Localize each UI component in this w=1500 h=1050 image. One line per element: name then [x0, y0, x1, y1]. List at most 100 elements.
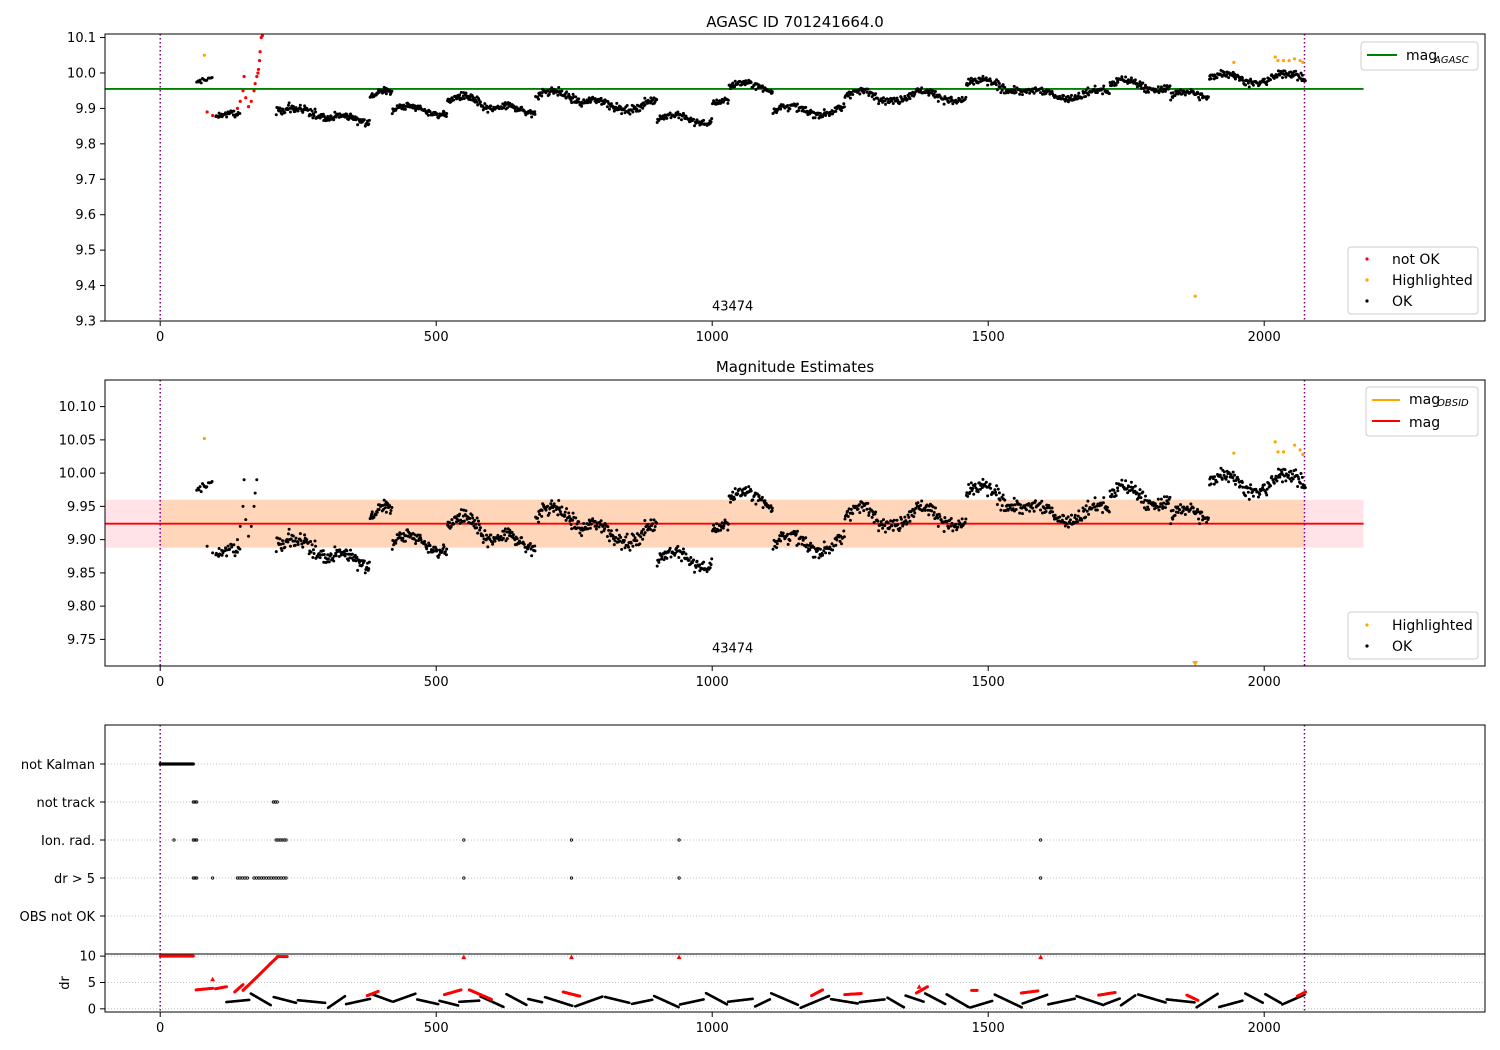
ok-point: [529, 547, 533, 551]
ok-point: [540, 508, 544, 512]
ok-point: [736, 492, 740, 496]
dr-point: [343, 994, 347, 998]
offscale-marker: [1192, 661, 1199, 667]
ok-point: [1222, 470, 1226, 474]
ok-point: [936, 524, 940, 528]
ok-point: [367, 560, 371, 564]
ok-point: [399, 532, 403, 536]
ok-point: [555, 89, 559, 93]
ok-point: [1162, 84, 1166, 88]
ok-point: [988, 482, 992, 486]
dr-point: [768, 998, 772, 1001]
ok-point: [503, 527, 507, 531]
dr-flagged-point: [916, 984, 922, 989]
ok-point: [927, 513, 931, 517]
ok-point: [629, 541, 633, 545]
ok-point: [375, 510, 379, 514]
ok-point: [1000, 88, 1004, 92]
ok-point: [557, 498, 561, 502]
ok-point: [1087, 512, 1091, 516]
ok-point: [468, 516, 472, 520]
ok-point: [537, 520, 541, 524]
ok-point: [719, 528, 723, 532]
x-tick-label: 1500: [972, 1021, 1005, 1036]
ok-point: [574, 95, 578, 99]
ok-point: [491, 542, 495, 546]
ok-point: [452, 98, 456, 102]
panel-2-legend-top: mag OBSID mag: [1365, 386, 1479, 437]
ok-point: [580, 534, 584, 538]
ok-point: [574, 516, 578, 520]
ok-point: [286, 532, 290, 536]
ok-point: [552, 91, 556, 95]
ok-point: [1095, 508, 1099, 512]
ok-point: [483, 102, 487, 106]
ok-point: [851, 512, 855, 516]
ok-point: [1102, 84, 1106, 88]
ok-point: [995, 503, 999, 507]
ok-point: [889, 96, 893, 100]
not-ok-point: [249, 99, 253, 103]
ok-point: [557, 86, 561, 90]
ok-point: [788, 107, 792, 111]
ok-point: [956, 525, 960, 529]
ok-point: [570, 527, 574, 531]
ok-point: [813, 555, 817, 559]
ok-point: [462, 91, 466, 95]
ok-point: [1289, 469, 1293, 473]
x-tick-label: 0: [156, 330, 164, 345]
ok-point: [1025, 90, 1029, 94]
highlighted-point: [1298, 448, 1302, 452]
ok-point: [533, 544, 537, 548]
ok-point: [249, 524, 253, 528]
ok-point: [473, 518, 477, 522]
ok-point: [622, 538, 626, 542]
ok-point: [692, 558, 696, 562]
ok-point: [458, 521, 462, 525]
ok-point: [972, 82, 976, 86]
ok-point: [692, 117, 696, 121]
ok-point: [761, 506, 765, 510]
ok-point: [1303, 486, 1307, 490]
ok-point: [930, 509, 934, 513]
ok-point: [891, 102, 895, 106]
ok-point: [388, 511, 392, 515]
ok-point: [1280, 480, 1284, 484]
ok-point: [577, 520, 581, 524]
ok-point: [1275, 479, 1279, 483]
ok-point: [797, 109, 801, 113]
ok-point: [558, 506, 562, 510]
ok-point: [1084, 88, 1088, 92]
ok-point: [390, 547, 394, 551]
ok-point: [1020, 93, 1024, 97]
ok-point: [981, 477, 985, 481]
x-tick-label: 1500: [972, 675, 1005, 690]
ok-point: [669, 116, 673, 120]
ok-point: [976, 490, 980, 494]
ok-point: [620, 547, 624, 551]
ok-point: [877, 529, 881, 533]
ok-point: [795, 102, 799, 106]
legend-mag-obsid-label: mag: [1409, 392, 1440, 408]
ok-point: [931, 513, 935, 517]
ok-point: [1031, 506, 1035, 510]
ok-point: [210, 75, 214, 79]
ok-point: [442, 545, 446, 549]
ok-point: [552, 502, 556, 506]
highlighted-point: [1287, 58, 1291, 63]
ok-point: [298, 103, 302, 107]
ok-point: [1012, 496, 1016, 500]
ok-point: [891, 528, 895, 532]
flag-point: [284, 838, 288, 842]
dr-point: [269, 1003, 272, 1007]
flag-point: [1039, 876, 1043, 880]
ok-point: [1269, 78, 1273, 82]
ok-point: [1244, 494, 1248, 498]
ok-point: [858, 511, 862, 515]
ok-point: [501, 536, 505, 540]
ok-point: [1296, 78, 1300, 82]
dr-point: [827, 994, 831, 998]
ok-point: [1014, 90, 1018, 94]
ok-point: [399, 536, 403, 540]
